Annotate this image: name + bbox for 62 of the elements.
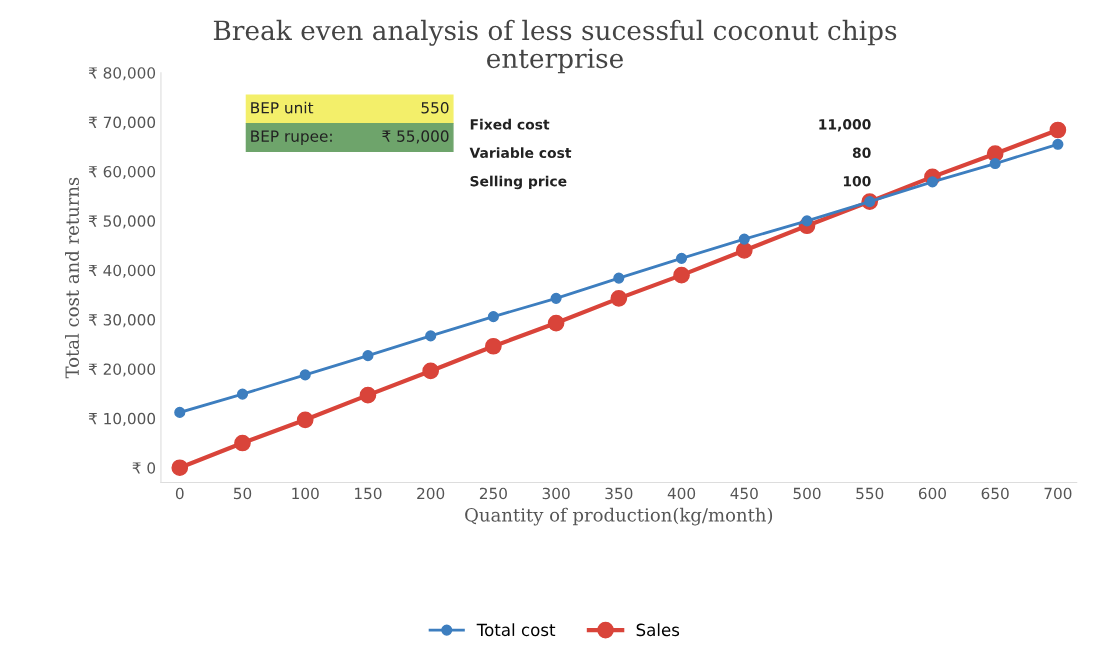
point	[613, 272, 625, 284]
point	[234, 434, 251, 452]
y-tick-label: ₹ 70,000	[88, 116, 156, 130]
x-axis-title: Quantity of production(kg/month)	[465, 507, 773, 526]
annotation: 550	[421, 101, 449, 114]
point	[485, 337, 502, 355]
legend-label: Total cost	[476, 623, 556, 637]
x-tick-label: 350	[605, 487, 633, 500]
annotation: Fixed cost	[470, 118, 550, 130]
annotation: 11,000	[819, 119, 871, 132]
point	[738, 233, 750, 245]
y-tick-label: ₹ 80,000	[88, 67, 156, 81]
x-tick-label: 50	[233, 487, 252, 500]
x-tick-label: 550	[856, 487, 884, 500]
annotation: ₹ 55,000	[382, 130, 449, 144]
annotation: BEP rupee:	[251, 130, 332, 145]
point	[362, 350, 374, 362]
y-axis-title: Total cost and returns	[65, 177, 79, 379]
point	[673, 266, 690, 284]
annotation: 100	[843, 175, 871, 187]
x-tick-label: 650	[981, 487, 1009, 500]
y-tick-label: ₹ 30,000	[88, 314, 156, 328]
point	[487, 311, 499, 323]
y-tick-label: ₹ 50,000	[88, 215, 156, 229]
point	[425, 330, 437, 342]
x-tick-label: 250	[479, 487, 507, 500]
y-tick-label: ₹ 10,000	[88, 412, 156, 426]
y-tick-label: ₹ 40,000	[88, 264, 156, 278]
x-tick-label: 700	[1044, 487, 1072, 500]
annotation: Selling price	[470, 175, 567, 190]
point	[735, 242, 753, 259]
point	[675, 252, 688, 264]
point	[299, 369, 311, 381]
x-tick-label: 500	[793, 487, 821, 500]
x-tick-label: 300	[542, 487, 570, 500]
x-tick-label: 0	[175, 487, 184, 500]
chart-title: Break even analysis of less sucessful coconut chips enterprise	[213, 19, 897, 74]
legend-label: Sales	[636, 623, 680, 637]
y-tick-label: ₹ 0	[132, 462, 156, 474]
y-tick-label: ₹ 20,000	[88, 363, 156, 377]
annotation: Variable cost	[469, 147, 572, 159]
point	[550, 292, 562, 304]
y-tick-label: ₹ 60,000	[88, 165, 156, 180]
x-tick-label: 450	[730, 487, 758, 500]
annotation: 80	[852, 147, 871, 159]
x-tick-label: 400	[667, 487, 696, 500]
x-tick-label: 100	[292, 487, 319, 500]
point	[610, 290, 628, 307]
x-tick-label: 600	[918, 487, 946, 500]
point	[422, 362, 439, 380]
x-tick-label: 150	[355, 487, 382, 500]
point	[1052, 138, 1064, 150]
point	[236, 388, 249, 400]
point	[359, 386, 377, 404]
point	[1049, 121, 1067, 139]
annotation: BEP unit	[251, 101, 314, 114]
point	[171, 459, 189, 477]
point	[296, 411, 314, 429]
point	[989, 158, 1001, 170]
point	[547, 314, 565, 332]
x-tick-label: 200	[417, 487, 445, 500]
point	[174, 406, 186, 418]
